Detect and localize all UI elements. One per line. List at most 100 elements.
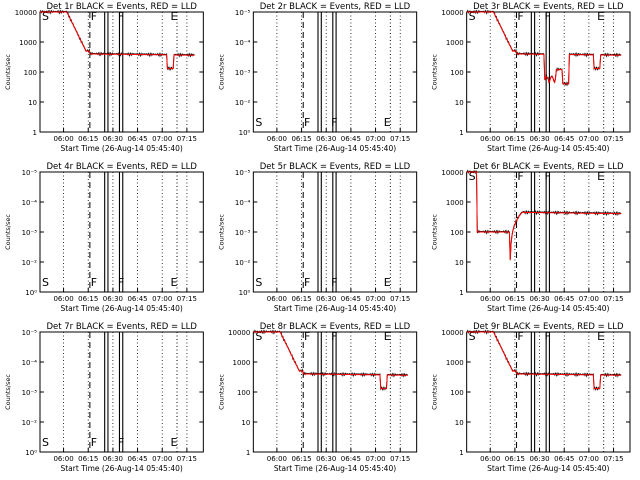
x-axis-label: Start Time (26-Aug-14 05:45:40) [60,304,182,313]
marker-label-f: F [118,436,124,449]
x-tick-label: 06:00 [53,455,73,463]
plot-frame [252,171,418,293]
x-tick-label: 06:45 [341,455,361,463]
y-tick-label: 10 [241,419,250,427]
x-axis-label: Start Time (26-Aug-14 05:45:40) [274,144,396,153]
panel-det-8: Det 8r BLACK = Events, RED = LLD Counts/s… [217,322,418,473]
plot-frame [252,11,418,133]
marker-label-f: F [91,436,97,449]
y-tick-label: 10⁻² [22,259,38,267]
marker-label-s: S [469,170,476,183]
x-axis-label: Start Time (26-Aug-14 05:45:40) [274,464,396,473]
x-tick-label: 07:00 [579,455,599,463]
y-tick-label: 10⁻² [22,419,38,427]
x-tick-label: 06:15 [78,455,98,463]
panel-title: Det 2r BLACK = Events, RED = LLD [260,2,411,12]
plot-frame [252,331,418,453]
y-tick-label: 100 [450,389,463,397]
y-axis-label: Counts/sec [217,214,225,250]
marker-label-f: F [544,170,550,183]
panel-title: Det 3r BLACK = Events, RED = LLD [473,2,624,12]
x-tick-label: 06:45 [341,135,361,143]
x-tick-label: 06:45 [341,295,361,303]
panel-det-4: Det 4r BLACK = Events, RED = LLD Counts/s… [4,162,204,313]
y-tick-label: 1000 [446,39,464,47]
panel-title: Det 9r BLACK = Events, RED = LLD [473,322,624,332]
y-tick-label: 10⁻² [235,259,251,267]
marker-label-f: F [304,276,310,289]
y-tick-label: 1 [459,129,463,137]
y-axis-label: Counts/sec [217,374,225,410]
x-tick-label: 07:00 [152,455,172,463]
x-tick-label: 06:45 [554,295,574,303]
x-tick-label: 06:45 [554,135,574,143]
lld-series-line [466,331,622,390]
x-tick-label: 07:15 [177,295,197,303]
x-tick-label: 07:15 [177,135,197,143]
x-tick-label: 06:30 [103,135,123,143]
marker-label-e: E [384,276,391,289]
x-tick-label: 06:45 [127,455,147,463]
x-tick-label: 06:45 [127,295,147,303]
x-tick-label: 06:30 [529,455,549,463]
x-tick-label: 06:30 [316,295,336,303]
x-tick-label: 06:15 [505,135,525,143]
x-tick-label: 07:15 [390,135,410,143]
panel-title: Det 7r BLACK = Events, RED = LLD [46,322,197,332]
y-tick-label: 10⁻⁵ [22,329,38,337]
y-tick-label: 10⁻⁵ [22,169,38,177]
panel-title: Det 8r BLACK = Events, RED = LLD [260,322,411,332]
panel-title: Det 1r BLACK = Events, RED = LLD [46,2,197,12]
y-tick-label: 100 [450,69,463,77]
x-tick-label: 06:15 [505,295,525,303]
y-tick-label: 10⁻³ [22,229,38,237]
x-tick-label: 07:15 [177,455,197,463]
marker-label-e: E [170,276,177,289]
panel-det-3: Det 3r BLACK = Events, RED = LLD Counts/s… [431,2,631,153]
x-tick-label: 07:00 [579,135,599,143]
x-tick-label: 06:15 [291,295,311,303]
x-tick-label: 06:15 [291,455,311,463]
x-tick-label: 06:30 [316,455,336,463]
lld-series-line [253,331,408,390]
marker-label-f: F [544,10,550,23]
x-tick-label: 06:30 [103,295,123,303]
x-tick-label: 06:00 [480,295,500,303]
x-axis-label: Start Time (26-Aug-14 05:45:40) [60,144,182,153]
y-tick-label: 10 [455,419,464,427]
marker-label-s: S [255,276,262,289]
y-tick-label: 10 [455,259,464,267]
x-tick-label: 07:00 [365,295,385,303]
panel-det-7: Det 7r BLACK = Events, RED = LLD Counts/s… [4,322,204,473]
x-tick-label: 06:00 [267,455,287,463]
marker-label-e: E [170,436,177,449]
panel-title: Det 5r BLACK = Events, RED = LLD [260,162,411,172]
marker-label-f: F [304,116,310,129]
x-tick-label: 07:15 [603,295,623,303]
x-tick-label: 06:15 [291,135,311,143]
panel-title: Det 4r BLACK = Events, RED = LLD [46,162,197,172]
y-tick-label: 100 [237,389,250,397]
y-tick-label: 10000 [441,329,463,337]
plot-frame [39,331,204,453]
marker-label-s: S [42,276,49,289]
y-tick-label: 10⁻⁴ [22,199,38,207]
marker-label-e: E [597,10,604,23]
marker-label-f: F [331,276,337,289]
lld-series-line [40,11,195,70]
y-tick-label: 10⁰ [25,449,37,457]
y-tick-label: 1000 [446,199,464,207]
y-tick-label: 100 [24,69,37,77]
plot-frame [39,171,204,293]
y-axis-label: Counts/sec [4,374,12,410]
x-tick-label: 06:15 [78,295,98,303]
panel-det-5: Det 5r BLACK = Events, RED = LLD Counts/s… [217,162,418,313]
marker-label-f: F [118,276,124,289]
marker-label-e: E [384,330,391,343]
y-tick-label: 10⁰ [239,129,251,137]
x-axis-label: Start Time (26-Aug-14 05:45:40) [487,304,609,313]
marker-label-e: E [384,116,391,129]
marker-label-f: F [91,10,97,23]
x-tick-label: 07:00 [365,135,385,143]
